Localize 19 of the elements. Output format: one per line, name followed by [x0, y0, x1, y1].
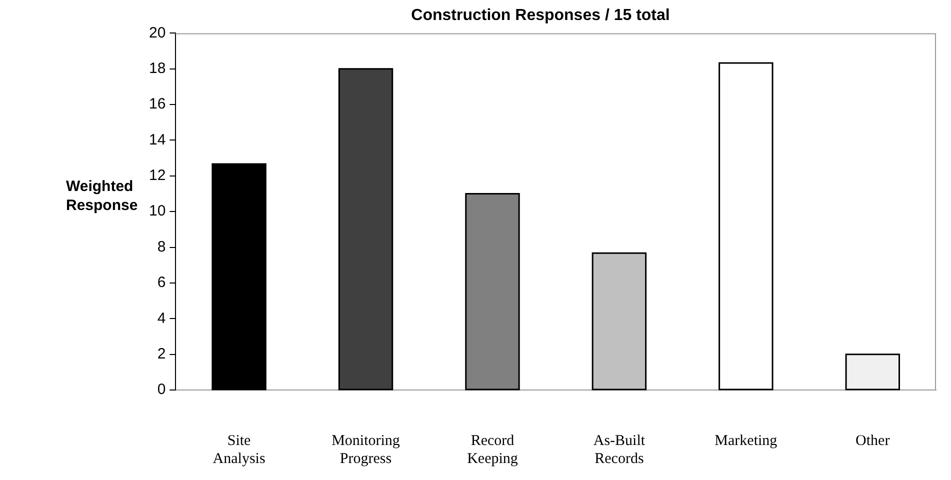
y-tick-label: 20: [148, 24, 166, 42]
y-tick-label: 14: [148, 131, 166, 148]
y-tick-label: 12: [148, 167, 166, 184]
x-tick-label: Other: [856, 432, 890, 449]
x-tick-label: Record Keeping: [467, 432, 518, 467]
y-tick-label: 0: [157, 381, 166, 398]
x-tick-label: Monitoring Progress: [332, 432, 400, 467]
x-tick-label: Site Analysis: [212, 432, 266, 467]
x-tick-label: As-Built Records: [593, 432, 646, 467]
y-tick-label: 6: [157, 274, 166, 292]
y-tick-label: 10: [148, 202, 166, 220]
y-tick-label: 8: [157, 238, 166, 256]
y-tick-label: 2: [157, 345, 166, 362]
x-tick-label: Marketing: [714, 432, 778, 449]
y-axis-title: Weighted Response: [66, 177, 139, 215]
y-tick-label: 4: [157, 310, 166, 327]
y-tick-label: 18: [148, 60, 166, 78]
chart-title: Construction Responses / 15 total: [411, 7, 670, 24]
y-tick-label: 16: [148, 96, 166, 113]
